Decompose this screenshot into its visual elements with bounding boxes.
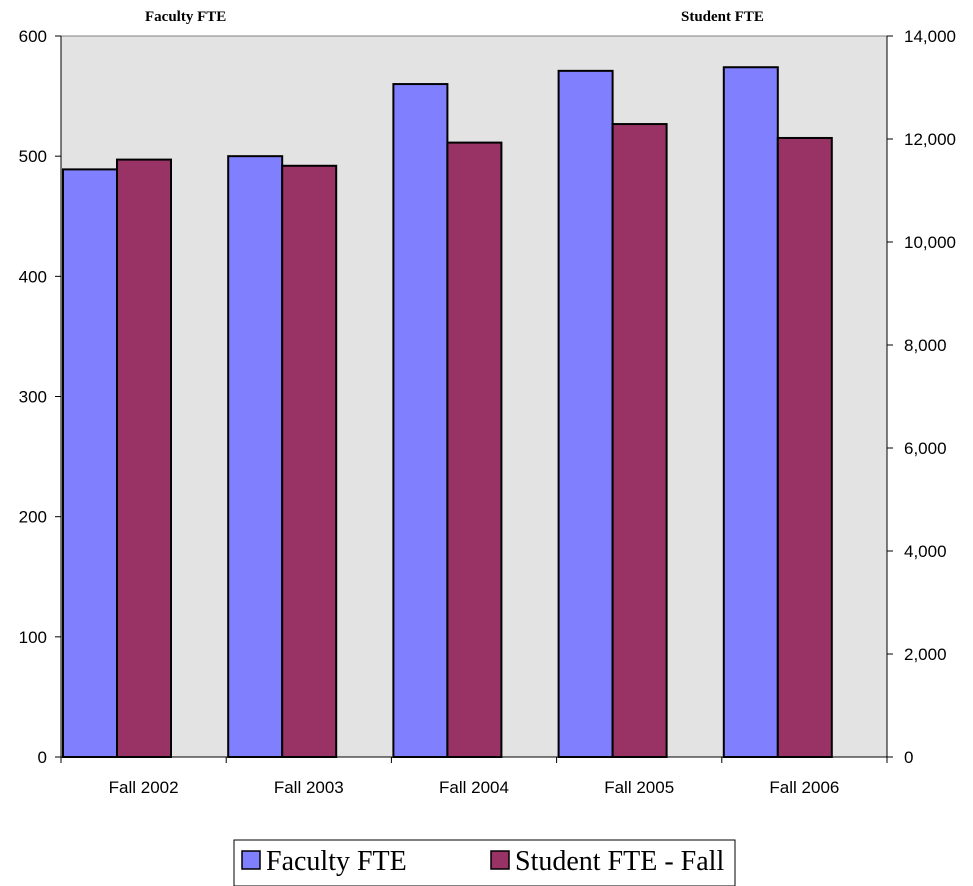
legend-swatch-student-fte-fall [490, 850, 510, 870]
right-axis-title: Student FTE [681, 9, 764, 25]
bar-faculty-fte-fall-2004 [392, 83, 449, 759]
bar-faculty-fte-fall-2006 [722, 66, 779, 758]
left-axis-title: Faculty FTE [145, 9, 226, 25]
right-axis-tick-label: 8,000 [904, 336, 947, 355]
right-axis-tick-label: 2,000 [904, 645, 947, 664]
bar-student-fte-fall-fall-2003 [281, 164, 338, 758]
legend: Faculty FTE Student FTE - Fall [233, 839, 736, 886]
x-axis-category-label: Fall 2004 [439, 778, 509, 797]
right-axis-tick-label: 10,000 [904, 233, 956, 252]
bar-faculty-fte-fall-2005 [557, 69, 614, 759]
right-axis-tick-label: 14,000 [904, 27, 956, 46]
right-axis-tick-label: 4,000 [904, 542, 947, 561]
left-axis-tick-label: 200 [19, 508, 47, 527]
bar-student-fte-fall-fall-2005 [611, 123, 668, 758]
left-axis-tick-label: 0 [38, 748, 47, 767]
right-axis-tick-label: 6,000 [904, 439, 947, 458]
x-axis-category-label: Fall 2002 [109, 778, 179, 797]
legend-box [233, 839, 736, 886]
bar-faculty-fte-fall-2002 [62, 168, 118, 758]
legend-swatch-faculty-fte [241, 850, 261, 870]
left-axis-tick-label: 600 [19, 27, 47, 46]
legend-label-student-fte-fall: Student FTE - Fall [515, 846, 724, 877]
bar-faculty-fte-fall-2003 [227, 155, 284, 758]
left-axis-tick-label: 500 [19, 147, 47, 166]
axes-group: 0 100 200 300 400 500 600 0 2,000 4,000 6,000 8,000… [19, 27, 956, 797]
left-axis-tick-label: 300 [19, 388, 47, 407]
x-axis-category-label: Fall 2003 [274, 778, 344, 797]
bar-student-fte-fall-fall-2006 [776, 136, 833, 759]
x-axis-category-label: Fall 2006 [769, 778, 839, 797]
x-axis-category-label: Fall 2005 [604, 778, 674, 797]
right-axis-tick-label: 0 [904, 748, 913, 767]
legend-label-faculty-fte: Faculty FTE [266, 846, 407, 877]
left-axis-tick-label: 400 [19, 267, 47, 286]
right-axis-tick-label: 12,000 [904, 130, 956, 149]
bars-group [62, 66, 833, 759]
bar-student-fte-fall-fall-2004 [446, 141, 503, 759]
left-axis-tick-label: 100 [19, 628, 47, 647]
bar-student-fte-fall-fall-2002 [116, 158, 172, 759]
